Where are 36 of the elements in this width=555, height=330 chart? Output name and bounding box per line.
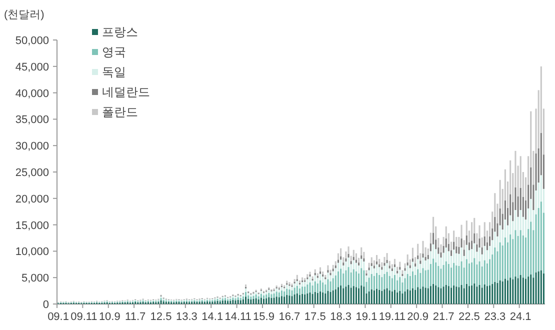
legend-label: 네덜란드 xyxy=(102,85,150,99)
x-tick-label: 11.7 xyxy=(125,311,146,323)
y-tick-label: 5,000 xyxy=(21,272,49,285)
x-tick-label: 24.1 xyxy=(510,311,532,323)
y-tick-label: 20,000 xyxy=(15,193,49,206)
x-tick-label: 16.7 xyxy=(278,311,300,323)
x-tick-label: 09.11 xyxy=(70,311,98,323)
y-tick-label: 15,000 xyxy=(15,220,49,232)
legend-label: 프랑스 xyxy=(102,25,138,39)
x-tick-label: 09.1 xyxy=(48,311,69,323)
x-tick-label: 20.9 xyxy=(407,311,429,323)
legend-label: 독일 xyxy=(102,65,126,79)
x-tick-label: 12.5 xyxy=(150,311,172,323)
x-tick-label: 13.3 xyxy=(176,311,198,323)
x-tick-label: 15.9 xyxy=(253,311,274,323)
x-tick-label: 22.5 xyxy=(458,311,480,323)
x-tick-label: 19.1 xyxy=(356,311,378,323)
x-tick-label: 23.3 xyxy=(484,311,506,323)
y-tick-label: 25,000 xyxy=(15,167,49,179)
y-axis-title: (천달러) xyxy=(4,9,44,21)
y-tick-label: 0 xyxy=(42,299,49,311)
y-tick-label: 35,000 xyxy=(15,114,49,126)
y-tick-label: 10,000 xyxy=(15,246,49,258)
legend-label: 폴란드 xyxy=(102,105,138,119)
x-tick-label: 14.11 xyxy=(224,311,252,323)
y-tick-label: 30,000 xyxy=(15,140,49,153)
x-tick-label: 14.1 xyxy=(202,311,224,323)
y-tick-label: 50,000 xyxy=(15,35,49,47)
y-tick-label: 45,000 xyxy=(15,61,49,74)
x-tick-label: 17.5 xyxy=(304,311,326,323)
x-tick-label: 10.9 xyxy=(98,311,120,323)
x-tick-label: 19.11 xyxy=(378,311,406,323)
legend-label: 영국 xyxy=(102,45,126,59)
x-tick-label: 18.3 xyxy=(330,311,352,323)
x-tick-label: 21.7 xyxy=(432,311,454,323)
y-tick-label: 40,000 xyxy=(15,88,49,100)
